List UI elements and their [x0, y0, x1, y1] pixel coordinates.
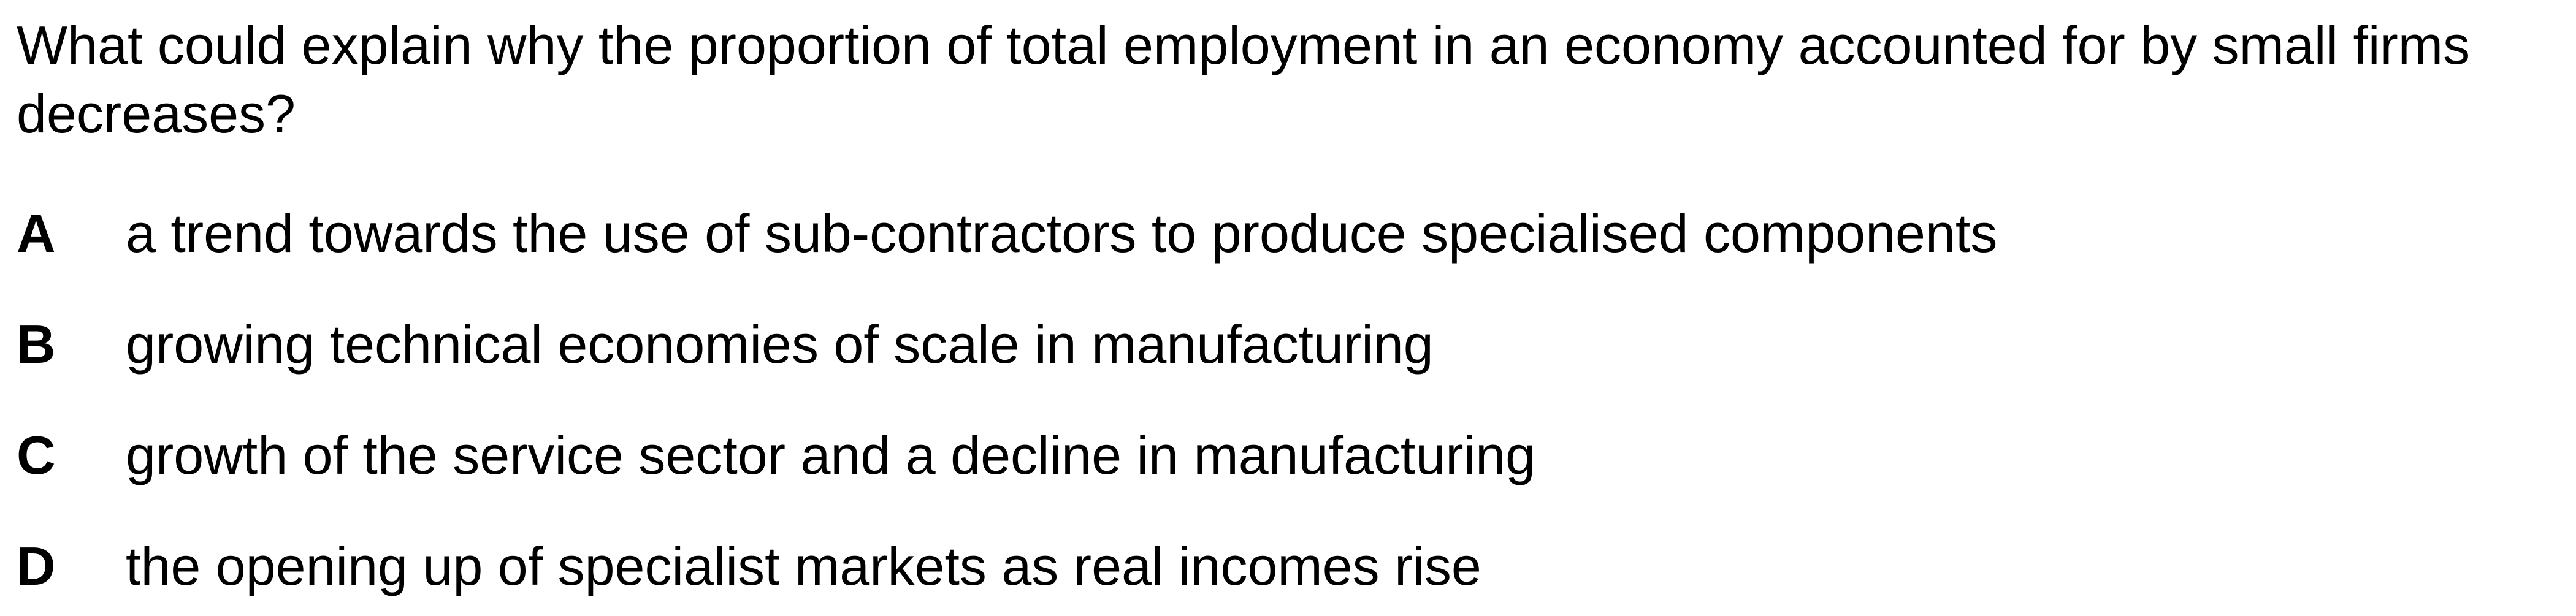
answer-option-a: A a trend towards the use of sub-contrac… [17, 199, 2561, 268]
answer-option-c: C growth of the service sector and a dec… [17, 421, 2561, 490]
option-letter: B [17, 314, 56, 375]
option-text: growing technical economies of scale in … [126, 314, 1434, 375]
option-text: the opening up of specialist markets as … [126, 536, 1481, 596]
question-text: What could explain why the proportion of… [17, 15, 2471, 144]
option-text: a trend towards the use of sub-contracto… [126, 203, 1998, 264]
option-letter: A [17, 203, 56, 264]
option-letter: C [17, 425, 56, 485]
option-text: growth of the service sector and a decli… [126, 425, 1536, 485]
answer-option-b: B growing technical economies of scale i… [17, 310, 2561, 379]
answer-option-d: D the opening up of specialist markets a… [17, 532, 2561, 601]
option-letter: D [17, 536, 56, 596]
